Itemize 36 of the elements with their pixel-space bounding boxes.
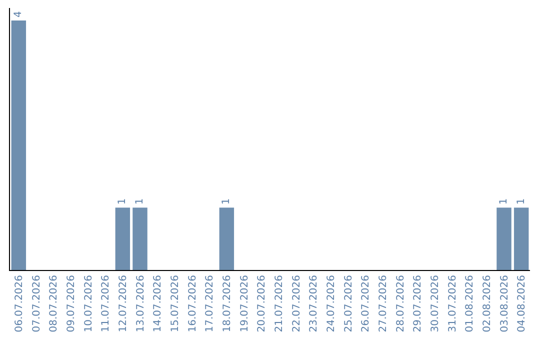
x-tick-label: 04.08.2026 [516, 275, 528, 332]
x-tick-label: 12.07.2026 [118, 275, 129, 332]
data-label: 1 [134, 198, 146, 205]
x-tick-label: 17.07.2026 [204, 275, 216, 332]
x-tick-label: 31.07.2026 [447, 275, 458, 332]
x-tick-label: 03.08.2026 [499, 275, 510, 332]
x-tick-label: 30.07.2026 [430, 275, 441, 332]
data-label: 1 [117, 198, 128, 205]
x-tick-label: 20.07.2026 [256, 275, 268, 332]
x-tick-label: 23.07.2026 [308, 275, 320, 332]
x-tick-label: 29.07.2026 [412, 275, 424, 332]
x-tick-label: 24.07.2026 [326, 275, 337, 332]
x-tick-label: 27.07.2026 [378, 275, 389, 332]
x-tick-label: 19.07.2026 [239, 275, 250, 332]
x-tick-label: 21.07.2026 [274, 275, 285, 332]
x-tick-label: 28.07.2026 [395, 275, 406, 332]
x-tick-label: 07.07.2026 [31, 275, 42, 332]
x-tick-label: 22.07.2026 [291, 275, 302, 332]
data-label: 1 [516, 198, 527, 205]
data-label: 4 [13, 11, 24, 18]
x-tick-label: 06.07.2026 [14, 275, 25, 332]
x-tick-label: 26.07.2026 [360, 275, 372, 332]
x-tick-label: 18.07.2026 [222, 275, 233, 332]
x-tick-label: 02.08.2026 [482, 275, 493, 332]
x-tick-label: 16.07.2026 [187, 275, 198, 332]
x-tick-label: 15.07.2026 [170, 275, 181, 332]
x-tick-label: 13.07.2026 [135, 275, 146, 332]
data-label: 1 [498, 198, 510, 205]
x-tick-label: 09.07.2026 [66, 275, 77, 332]
x-tick-label: 25.07.2026 [343, 275, 354, 332]
data-label: 1 [221, 198, 232, 205]
x-tick-label: 14.07.2026 [152, 275, 164, 332]
x-tick-label: 08.07.2026 [48, 275, 60, 332]
x-tick-label: 01.08.2026 [464, 275, 476, 332]
x-tick-label: 11.07.2026 [100, 275, 112, 332]
x-tick-label: 10.07.2026 [83, 275, 94, 332]
